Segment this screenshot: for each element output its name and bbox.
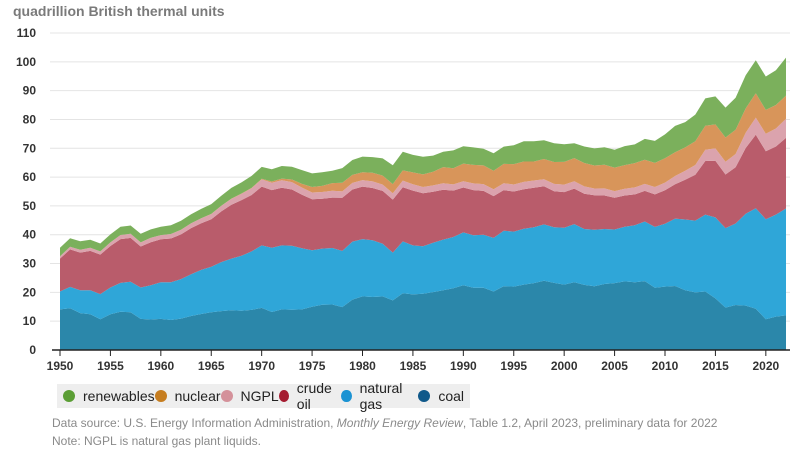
x-tick-label: 1970 bbox=[248, 359, 275, 373]
area-coal bbox=[60, 280, 786, 350]
x-tick-label: 2005 bbox=[601, 359, 628, 373]
y-tick-label: 30 bbox=[23, 257, 37, 271]
y-tick-label: 10 bbox=[23, 314, 37, 328]
area-natural-gas bbox=[60, 208, 786, 320]
data-source-text: Data source: U.S. Energy Information Adm… bbox=[52, 416, 717, 430]
x-tick-label: 1980 bbox=[349, 359, 376, 373]
area-ngpl bbox=[60, 117, 786, 259]
legend-item-renewables: renewables bbox=[63, 388, 155, 404]
y-tick-label: 80 bbox=[23, 112, 37, 126]
note-text: Note: NGPL is natural gas plant liquids. bbox=[52, 434, 261, 448]
legend-label: crude oil bbox=[296, 380, 332, 412]
legend-label: NGPL bbox=[240, 388, 279, 404]
x-tick-label: 1955 bbox=[97, 359, 124, 373]
y-tick-label: 60 bbox=[23, 170, 37, 184]
legend-swatch bbox=[341, 390, 352, 402]
legend-swatch bbox=[220, 390, 233, 402]
x-tick-label: 1960 bbox=[147, 359, 174, 373]
x-tick-label: 1995 bbox=[500, 359, 527, 373]
legend-label: coal bbox=[438, 388, 464, 404]
legend-item-coal: coal bbox=[418, 388, 464, 404]
y-tick-label: 70 bbox=[23, 141, 37, 155]
legend-item-ngpl: NGPL bbox=[220, 388, 279, 404]
stacked-area-chart: 0 10 20 30 40 50 60 70 80 90 100 110 1950 1955 1960 196… bbox=[16, 26, 790, 373]
x-tick-label: 1965 bbox=[198, 359, 225, 373]
source-publication: Monthly Energy Review bbox=[336, 416, 463, 430]
legend-label: renewables bbox=[83, 388, 155, 404]
y-tick-label: 0 bbox=[29, 343, 36, 357]
area-renewables bbox=[60, 57, 786, 257]
legend-label: nuclear bbox=[174, 388, 221, 404]
legend-item-natural-gas: natural gas bbox=[341, 380, 418, 412]
y-tick-label: 50 bbox=[23, 199, 37, 213]
x-tick-label: 1950 bbox=[47, 359, 74, 373]
x-tick-label: 2000 bbox=[551, 359, 578, 373]
source-suffix: , Table 1.2, April 2023, preliminary dat… bbox=[462, 416, 718, 430]
y-tick-label: 20 bbox=[23, 285, 37, 299]
y-tick-label: 110 bbox=[17, 26, 37, 40]
legend-swatch bbox=[278, 390, 289, 402]
x-tick-label: 2015 bbox=[702, 359, 729, 373]
x-tick-label: 2020 bbox=[752, 359, 779, 373]
chart-legend: renewables nuclear NGPL crude oil natural ga… bbox=[57, 380, 470, 412]
legend-item-nuclear: nuclear bbox=[154, 388, 221, 404]
x-tick-label: 1975 bbox=[299, 359, 326, 373]
legend-swatch bbox=[63, 390, 75, 402]
legend-label: natural gas bbox=[359, 380, 403, 412]
x-tick-label: 2010 bbox=[652, 359, 679, 373]
area-crude-oil bbox=[60, 134, 786, 295]
legend-swatch bbox=[154, 390, 167, 402]
y-tick-label: 100 bbox=[16, 55, 36, 69]
y-axis-unit-label: quadrillion British thermal units bbox=[13, 3, 225, 19]
legend-item-crude-oil: crude oil bbox=[278, 380, 342, 412]
x-tick-label: 1990 bbox=[450, 359, 477, 373]
source-prefix: Data source: U.S. Energy Information Adm… bbox=[52, 416, 337, 430]
y-tick-label: 40 bbox=[23, 228, 37, 242]
area-nuclear bbox=[60, 93, 786, 257]
legend-swatch bbox=[418, 390, 431, 402]
y-tick-label: 90 bbox=[23, 84, 37, 98]
x-tick-label: 1985 bbox=[400, 359, 427, 373]
